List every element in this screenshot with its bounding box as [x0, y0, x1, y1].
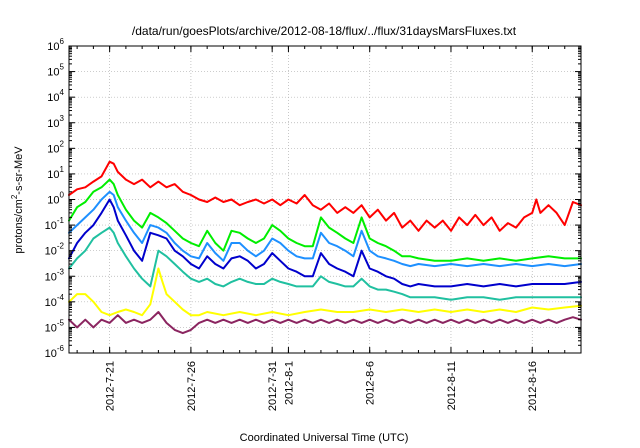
series-line-2	[68, 178, 582, 262]
x-tick-label: 2012-8-1	[283, 361, 295, 405]
y-tick-label: 10-2	[45, 242, 65, 258]
y-tick-base: 10	[45, 322, 57, 334]
y-tick-base: 10	[47, 41, 59, 53]
y-tick-label: 106	[47, 37, 64, 53]
y-tick-label: 104	[47, 88, 64, 104]
series-line-7	[68, 311, 582, 335]
y-tick-exponent: 6	[60, 37, 65, 46]
y-tick-base: 10	[47, 118, 59, 130]
y-tick-base: 10	[45, 297, 57, 309]
y-tick-label: 10-4	[45, 293, 65, 309]
x-tick-label: 2012-7-21	[105, 361, 117, 411]
y-tick-exponent: -4	[57, 293, 65, 302]
y-tick-exponent: 0	[60, 191, 65, 200]
y-axis-label: protons/cm2-s-sr-MeV	[10, 146, 25, 254]
y-tick-base: 10	[47, 195, 59, 207]
y-tick-base: 10	[45, 271, 57, 283]
y-tick-label: 100	[47, 191, 64, 207]
series-line-6	[68, 267, 582, 317]
y-tick-base: 10	[47, 92, 59, 104]
y-tick-exponent: -3	[57, 267, 65, 276]
y-tick-exponent: 5	[60, 63, 65, 72]
y-tick-label: 105	[47, 63, 64, 79]
y-tick-base: 10	[45, 220, 57, 232]
y-tick-exponent: 1	[60, 165, 65, 174]
y-tick-exponent: 2	[60, 139, 65, 148]
y-tick-exponent: 3	[60, 114, 65, 123]
y-tick-label: 10-3	[45, 267, 65, 283]
x-tick-label: 2012-7-26	[186, 361, 198, 411]
y-tick-label: 102	[47, 139, 64, 155]
y-axis-ticks: 10-610-510-410-310-210-11001011021031041…	[45, 37, 581, 360]
x-axis-label: Coordinated Universal Time (UTC)	[240, 432, 409, 444]
y-tick-base: 10	[45, 246, 57, 258]
x-tick-label: 2012-7-31	[267, 361, 279, 411]
series-line-1	[68, 160, 582, 232]
series-line-4	[68, 198, 582, 288]
y-tick-base: 10	[45, 348, 57, 360]
y-tick-base: 10	[47, 143, 59, 155]
x-axis-ticks: 2012-7-21 2012-7-26 2012-7-31 2012-8-1 2012-…	[76, 46, 582, 411]
series-line-5	[68, 226, 582, 301]
y-axis-label-units: -s-sr-MeV	[13, 146, 25, 195]
chart-title: /data/run/goesPlots/archive/2012-08-18/f…	[132, 24, 517, 38]
y-tick-label: 103	[47, 114, 64, 130]
y-tick-label: 10-6	[45, 344, 65, 360]
y-tick-exponent: 4	[60, 88, 65, 97]
y-tick-base: 10	[47, 67, 59, 79]
y-axis-label-main: protons/cm	[13, 199, 25, 253]
grid	[69, 45, 581, 354]
y-tick-exponent: -2	[57, 242, 65, 251]
y-tick-exponent: -1	[57, 216, 65, 225]
series-group	[68, 160, 582, 335]
y-tick-label: 10-1	[45, 216, 65, 232]
y-tick-label: 10-5	[45, 318, 65, 334]
y-tick-label: 101	[47, 165, 64, 181]
series-line-3	[68, 190, 582, 268]
x-tick-label: 2012-8-11	[446, 361, 458, 410]
y-tick-base: 10	[47, 169, 59, 181]
x-tick-label: 2012-8-16	[527, 361, 539, 411]
x-tick-label: 2012-8-6	[365, 361, 377, 405]
y-axis-label-superscript: 2	[10, 194, 19, 199]
y-tick-exponent: -6	[57, 344, 65, 353]
y-tick-exponent: -5	[57, 318, 65, 327]
